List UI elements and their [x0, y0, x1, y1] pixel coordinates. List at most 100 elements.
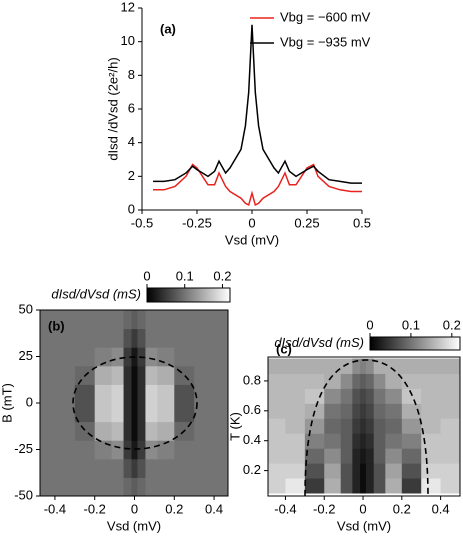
heat-cell	[94, 421, 113, 441]
heat-cell	[440, 358, 460, 374]
heat-cell	[365, 433, 375, 449]
legend-label: Vbg = −935 mV	[280, 34, 371, 49]
heat-cell	[131, 421, 138, 441]
heat-cell	[352, 433, 361, 449]
heat-cell	[421, 463, 442, 479]
heat-cell	[40, 458, 56, 478]
x-tick-label: 0.2	[393, 501, 411, 516]
heat-cell	[421, 373, 442, 389]
heat-cell	[268, 448, 286, 464]
heat-cell	[123, 365, 133, 385]
heat-cell	[145, 403, 158, 423]
heat-cell	[174, 384, 195, 404]
heat-cell	[352, 373, 361, 389]
heat-cell	[421, 433, 442, 449]
colorbar-tick-label: 0	[143, 268, 150, 283]
heat-cell	[401, 403, 422, 419]
colorbar-tick-label: 0.2	[213, 268, 231, 283]
heat-cell	[131, 458, 138, 478]
heat-cell	[111, 310, 125, 330]
heat-cell	[360, 373, 367, 389]
heat-cell	[94, 440, 113, 460]
heat-cell	[131, 365, 138, 385]
heat-cell	[440, 478, 460, 494]
heat-cell	[74, 328, 96, 348]
heat-cell	[94, 403, 113, 423]
heat-cell	[324, 373, 342, 389]
heat-cell	[365, 403, 375, 419]
heat-cell	[145, 384, 158, 404]
heat-cell	[352, 358, 361, 374]
heat-cell	[194, 347, 215, 367]
heat-cell	[304, 448, 325, 464]
heat-cell	[40, 347, 56, 367]
heat-cell	[401, 463, 422, 479]
y-tick-label: 0	[26, 394, 33, 409]
heat-cell	[373, 403, 386, 419]
heat-cell	[54, 328, 76, 348]
heat-cell	[304, 358, 325, 374]
heat-cell	[304, 478, 325, 494]
heat-cell	[111, 477, 125, 496]
heat-cell	[123, 310, 133, 330]
heat-cell	[440, 418, 460, 434]
heat-cell	[94, 477, 113, 496]
data-line	[153, 24, 362, 184]
heat-cell	[324, 388, 342, 404]
heat-cell	[324, 448, 342, 464]
heat-cell	[285, 358, 306, 374]
colorbar	[369, 336, 461, 351]
heat-cell	[145, 310, 158, 330]
heat-cell	[365, 448, 375, 464]
heat-cell	[285, 418, 306, 434]
heat-cell	[157, 440, 175, 460]
y-tick-label: 6	[128, 100, 135, 115]
heat-cell	[74, 421, 96, 441]
heat-cell	[365, 478, 375, 494]
heat-cell	[268, 463, 286, 479]
heat-cell	[111, 421, 125, 441]
heat-cell	[174, 328, 195, 348]
heat-cell	[268, 403, 286, 419]
heat-cell	[137, 328, 146, 348]
heat-cell	[40, 403, 56, 423]
heat-cell	[145, 477, 158, 496]
colorbar-tick-label: 0.2	[443, 317, 461, 332]
heat-cell	[145, 421, 158, 441]
heat-cell	[94, 458, 113, 478]
heat-cell	[360, 418, 367, 434]
colorbar-label: dIsd/dVsd (mS)	[274, 335, 364, 350]
heat-cell	[365, 388, 375, 404]
heat-cell	[74, 477, 96, 496]
heat-cell	[340, 448, 353, 464]
heat-cell	[94, 328, 113, 348]
y-tick-label: 0.2	[243, 462, 261, 477]
heat-cell	[373, 463, 386, 479]
heat-cell	[304, 373, 325, 389]
heat-cell	[74, 458, 96, 478]
heat-cell	[214, 477, 228, 496]
y-tick-label: 0.6	[243, 402, 261, 417]
heat-cell	[214, 310, 228, 330]
heat-cell	[324, 433, 342, 449]
x-tick-label: 0.25	[294, 215, 319, 230]
y-tick-label: 0.8	[243, 372, 261, 387]
colorbar-label: dIsd/dVsd (mS)	[51, 286, 141, 301]
heat-cell	[74, 310, 96, 330]
heat-cell	[157, 421, 175, 441]
heat-cell	[268, 478, 286, 494]
heat-cell	[174, 403, 195, 423]
heat-cell	[214, 365, 228, 385]
heat-cell	[285, 373, 306, 389]
heat-cell	[385, 388, 403, 404]
heat-cell	[324, 418, 342, 434]
heat-cell	[352, 478, 361, 494]
data-line	[153, 163, 362, 207]
x-tick-label: -0.4	[44, 501, 66, 516]
heat-cell	[111, 328, 125, 348]
heat-cell	[385, 448, 403, 464]
y-tick-label: 25	[19, 348, 33, 363]
y-axis-label: T (K)	[227, 412, 242, 441]
heat-cell	[421, 478, 442, 494]
